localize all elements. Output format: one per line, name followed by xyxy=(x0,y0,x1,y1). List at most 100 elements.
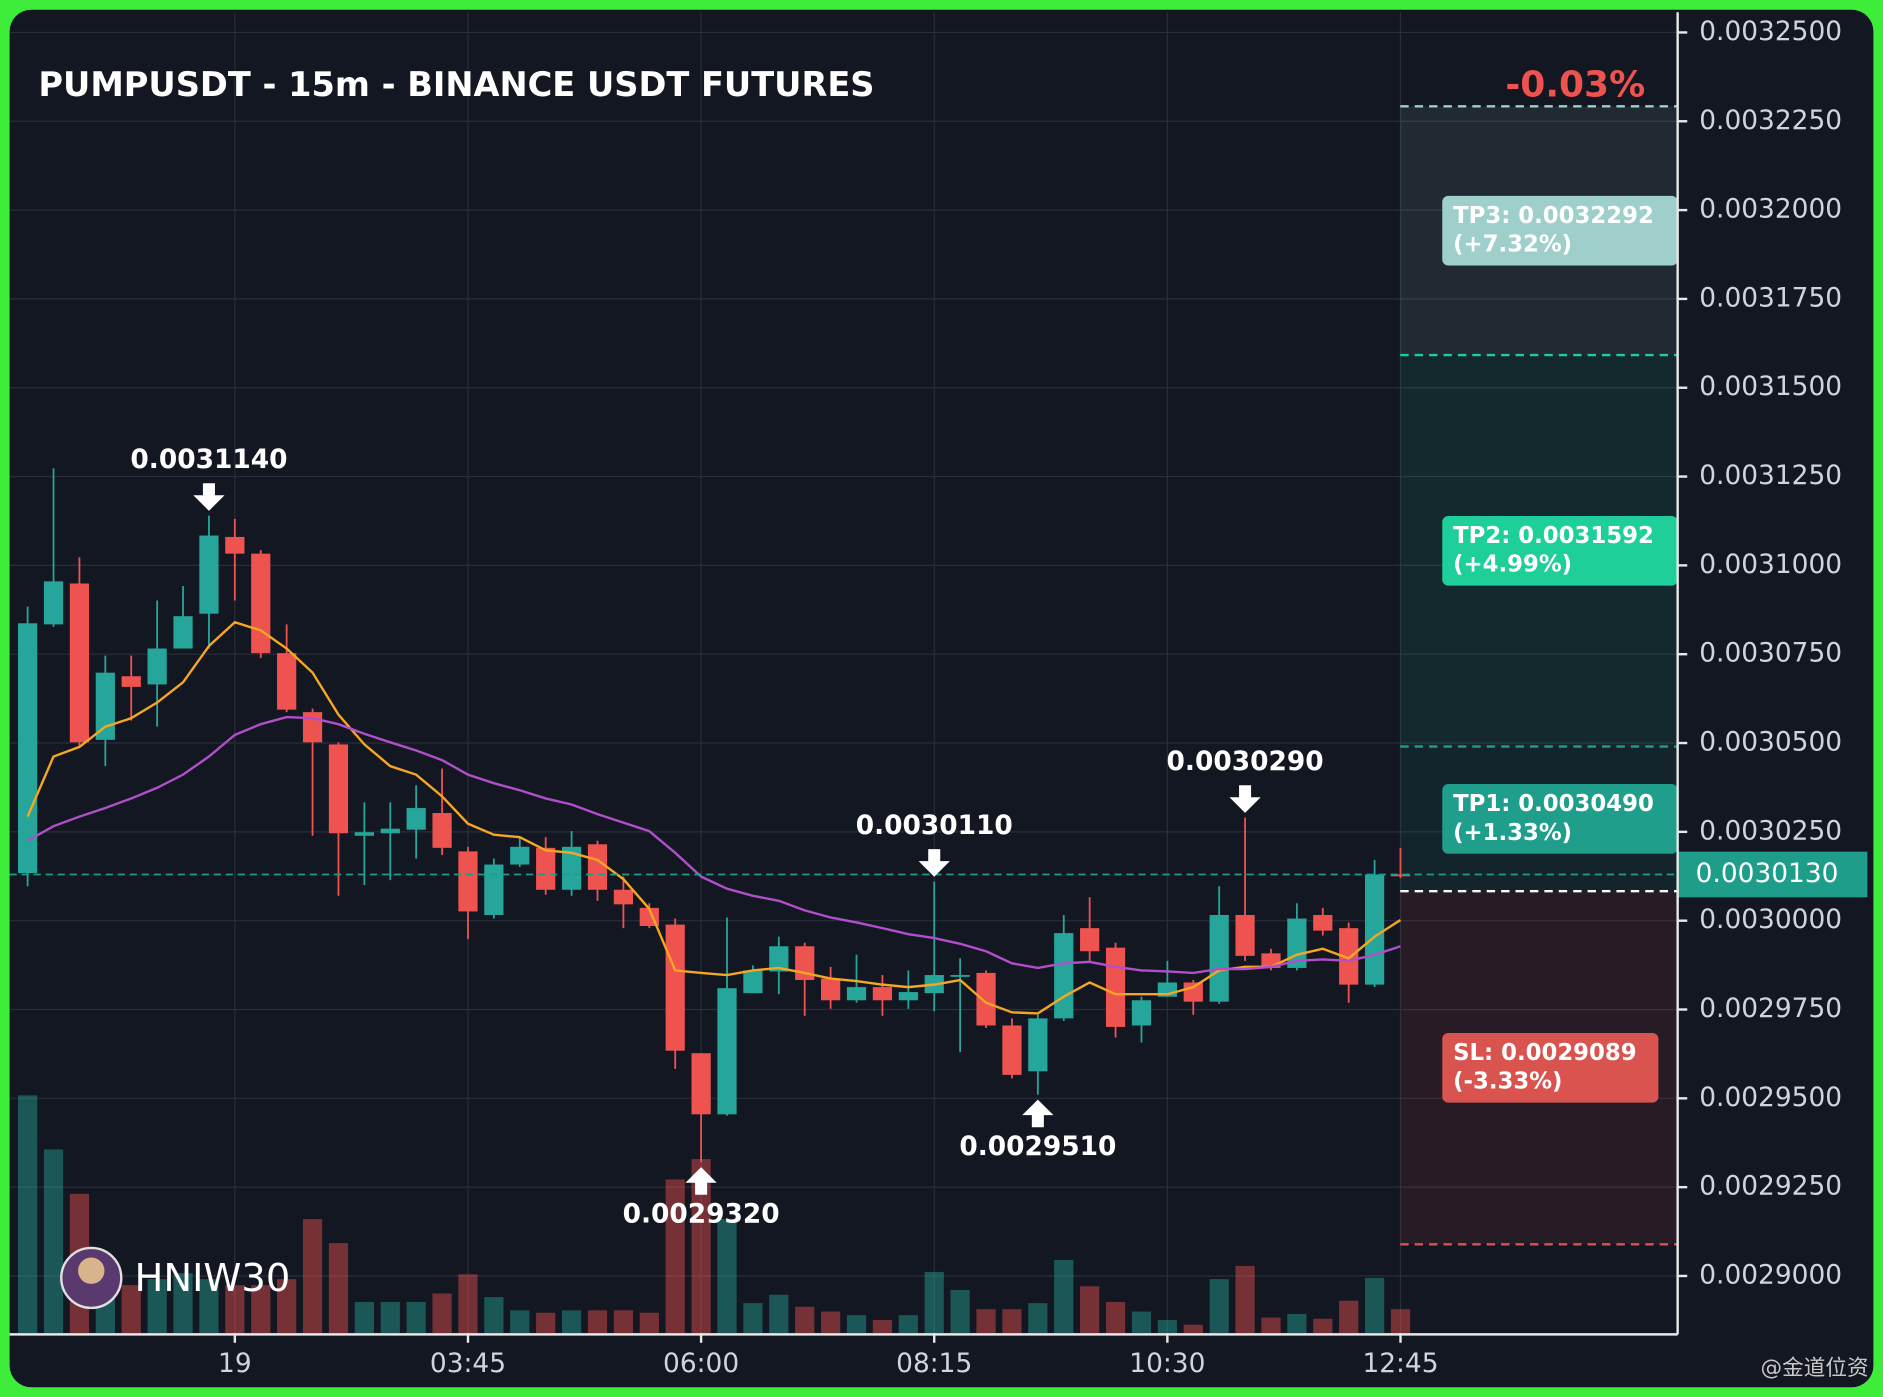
candle-body xyxy=(302,712,323,743)
y-tick-label: 0.0032250 xyxy=(1699,105,1842,136)
candle-body xyxy=(561,846,582,890)
volume-bar xyxy=(769,1294,789,1334)
volume-bar xyxy=(536,1312,556,1334)
y-tick-label: 0.0032000 xyxy=(1699,194,1842,225)
candle-body xyxy=(898,992,918,1001)
volume-bar xyxy=(691,1159,711,1334)
volume-bar xyxy=(1364,1277,1385,1334)
candle-body xyxy=(1339,928,1359,985)
candle-body xyxy=(199,535,219,614)
volume-bar xyxy=(1080,1286,1100,1334)
candle-body xyxy=(225,536,245,554)
candle-body xyxy=(147,648,167,685)
y-tick-label: 0.0030250 xyxy=(1699,815,1842,846)
level-label: TP1: 0.0030490 xyxy=(1453,791,1654,817)
candle-body xyxy=(121,676,141,687)
level-label-box xyxy=(1442,195,1678,266)
candle-body xyxy=(1313,914,1333,931)
volume-bar xyxy=(354,1301,374,1334)
volume-bar xyxy=(846,1315,867,1334)
y-tick-label: 0.0030500 xyxy=(1699,727,1842,758)
candle-body xyxy=(1235,914,1255,956)
volume-bar xyxy=(924,1271,944,1334)
annotation-arrow xyxy=(685,1167,717,1195)
x-tick-label: 12:45 xyxy=(1362,1348,1438,1379)
candle-body xyxy=(1002,1025,1022,1075)
level-label-box xyxy=(1442,1032,1659,1103)
moving-average xyxy=(26,620,1402,1015)
y-tick-label: 0.0029000 xyxy=(1699,1259,1842,1290)
candle-body xyxy=(587,844,608,890)
candle-layer xyxy=(18,468,1411,1163)
candle-body xyxy=(743,970,763,994)
volume-bar xyxy=(121,1285,141,1334)
volume-bar xyxy=(872,1319,893,1334)
volume-bar xyxy=(561,1310,582,1334)
x-tick-label: 03:45 xyxy=(430,1348,506,1379)
volume-bar xyxy=(717,1219,737,1334)
annotation-arrow xyxy=(1022,1099,1054,1128)
candle-body xyxy=(18,623,38,874)
volume-bar xyxy=(1390,1309,1411,1334)
last-price-label: 0.0030130 xyxy=(1696,858,1839,889)
volume-bar xyxy=(1131,1311,1152,1334)
y-tick-label: 0.0029250 xyxy=(1699,1171,1842,1202)
volume-bar xyxy=(484,1297,504,1334)
candle-body xyxy=(432,813,452,848)
volume-bar xyxy=(613,1310,634,1334)
x-tick-label: 08:15 xyxy=(896,1348,972,1379)
volume-bar xyxy=(665,1179,685,1334)
watermark: HNIW30 xyxy=(135,1256,291,1301)
annotation-label: 0.0031140 xyxy=(130,444,287,475)
volume-layer xyxy=(18,1095,1411,1334)
y-tick-label: 0.0031500 xyxy=(1699,371,1842,402)
volume-bar xyxy=(821,1311,841,1334)
volume-bar xyxy=(18,1095,38,1334)
volume-bar xyxy=(380,1301,400,1334)
volume-bar xyxy=(277,1279,297,1334)
candle-body xyxy=(613,889,634,905)
volume-bar xyxy=(173,1273,193,1334)
annotation-arrow xyxy=(193,483,225,511)
volume-bar xyxy=(302,1219,323,1334)
level-note: (+1.33%) xyxy=(1453,820,1572,846)
candle-body xyxy=(1054,933,1074,1019)
volume-bar xyxy=(1287,1313,1307,1334)
volume-bar xyxy=(458,1274,478,1334)
candle-body xyxy=(1028,1018,1048,1072)
volume-bar xyxy=(432,1293,452,1334)
y-tick-label: 0.0031000 xyxy=(1699,549,1842,580)
volume-bar xyxy=(1028,1303,1048,1334)
level-label: TP3: 0.0032292 xyxy=(1453,203,1654,229)
volume-bar xyxy=(251,1285,271,1334)
candle-body xyxy=(821,978,841,1001)
candle-body xyxy=(717,988,737,1115)
x-tick-label: 10:30 xyxy=(1129,1348,1205,1379)
y-tick-label: 0.0030750 xyxy=(1699,638,1842,669)
candle-body xyxy=(872,987,893,1001)
candle-body xyxy=(251,553,271,654)
candle-body xyxy=(691,1053,711,1115)
volume-bar xyxy=(1105,1301,1126,1334)
volume-bar xyxy=(898,1315,918,1334)
candle-body xyxy=(380,828,400,834)
volume-bar xyxy=(147,1279,167,1334)
last-price-tag xyxy=(1677,851,1868,898)
y-tick-label: 0.0029500 xyxy=(1699,1082,1842,1113)
candle-body xyxy=(1390,874,1411,877)
volume-bar xyxy=(1339,1300,1359,1334)
volume-bar xyxy=(1235,1265,1255,1334)
overlay-layer: 0.0032500 0.0032250 0.0032000 0.0031750 0.00… xyxy=(9,16,1868,1379)
y-tick-label: 0.0032500 xyxy=(1699,16,1842,47)
candle-body xyxy=(510,846,530,865)
candle-body xyxy=(406,808,426,830)
volume-bar xyxy=(510,1310,530,1334)
volume-bar xyxy=(743,1303,763,1334)
volume-bar xyxy=(1261,1317,1281,1334)
candle-body xyxy=(328,744,349,834)
volume-bar xyxy=(328,1243,349,1334)
candle-body xyxy=(665,924,685,1051)
volume-bar xyxy=(406,1301,426,1334)
annotation-label: 0.0030290 xyxy=(1167,746,1324,777)
